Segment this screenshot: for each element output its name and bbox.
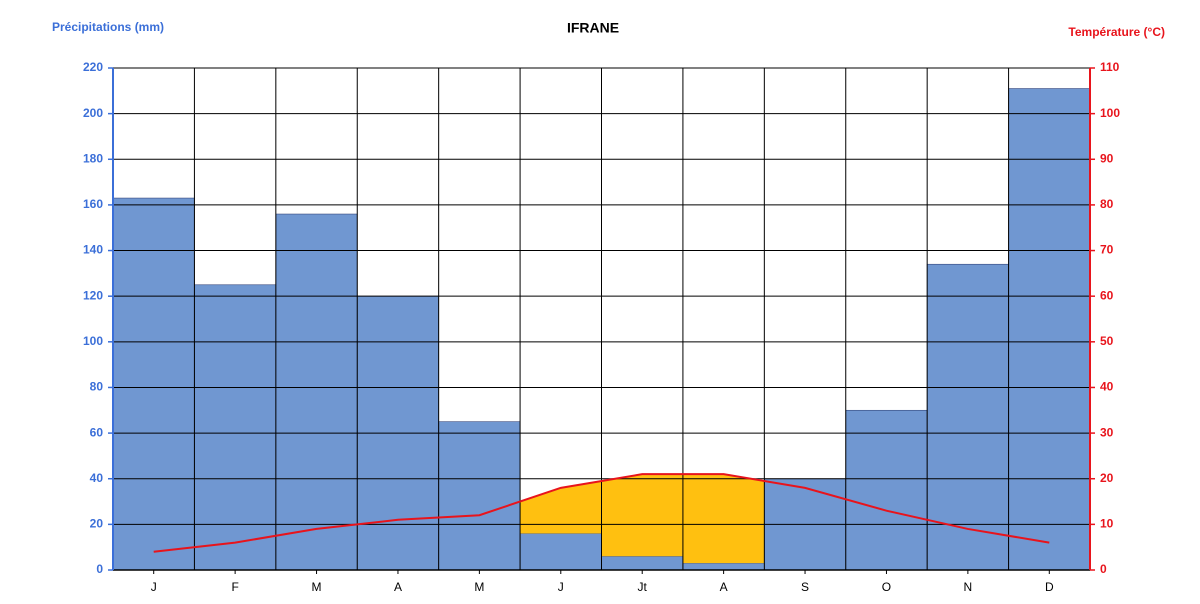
y2-tick-label: 60 xyxy=(1100,288,1114,302)
x-tick-label: J xyxy=(558,580,564,594)
y-tick-label: 160 xyxy=(83,197,103,211)
x-tick-label: A xyxy=(720,580,728,594)
y2-tick-label: 30 xyxy=(1100,425,1114,439)
y-tick-label: 80 xyxy=(90,380,104,394)
x-tick-label: O xyxy=(882,580,891,594)
y-tick-label: 220 xyxy=(83,60,103,74)
y-tick-label: 100 xyxy=(83,334,103,348)
x-tick-label: S xyxy=(801,580,809,594)
dry-period xyxy=(682,474,765,564)
bar xyxy=(438,421,521,571)
y2-tick-label: 0 xyxy=(1100,562,1107,576)
chart-title: IFRANE xyxy=(567,20,619,36)
x-tick-label: M xyxy=(474,580,484,594)
y-tick-label: 200 xyxy=(83,106,103,120)
y-tick-label: 180 xyxy=(83,151,103,165)
x-tick-label: D xyxy=(1045,580,1054,594)
temperature-line xyxy=(153,473,1050,553)
bar xyxy=(1008,88,1091,571)
y2-tick-label: 10 xyxy=(1100,517,1114,531)
x-tick-label: Jt xyxy=(638,580,648,594)
bar xyxy=(682,562,765,571)
bar xyxy=(601,556,684,571)
dry-period xyxy=(601,474,683,557)
y-tick-label: 0 xyxy=(96,562,103,576)
x-tick-label: M xyxy=(312,580,322,594)
y2-tick-label: 80 xyxy=(1100,197,1114,211)
y-tick-label: 40 xyxy=(90,471,104,485)
y-tick-label: 140 xyxy=(83,243,103,257)
x-tick-label: N xyxy=(964,580,973,594)
x-tick-label: J xyxy=(151,580,157,594)
y-tick-label: 20 xyxy=(90,517,104,531)
y2-tick-label: 100 xyxy=(1100,106,1120,120)
y2-tick-label: 110 xyxy=(1100,60,1120,74)
y2-tick-label: 70 xyxy=(1100,243,1114,257)
y2-tick-label: 90 xyxy=(1100,151,1114,165)
bar xyxy=(112,197,195,571)
x-tick-label: A xyxy=(394,580,402,594)
bar xyxy=(275,213,358,571)
y2-tick-label: 50 xyxy=(1100,334,1114,348)
y2-tick-label: 20 xyxy=(1100,471,1114,485)
bar xyxy=(926,263,1009,571)
y-tick-label: 60 xyxy=(90,425,104,439)
y2-tick-label: 40 xyxy=(1100,380,1114,394)
dry-period xyxy=(520,481,602,534)
bar xyxy=(194,284,277,571)
bar xyxy=(519,533,602,571)
bar xyxy=(845,409,928,571)
y2-axis-label: Température (°C) xyxy=(1068,25,1165,39)
x-tick-label: F xyxy=(231,580,238,594)
y-tick-label: 120 xyxy=(83,288,103,302)
y-axis-label: Précipitations (mm) xyxy=(52,20,164,34)
